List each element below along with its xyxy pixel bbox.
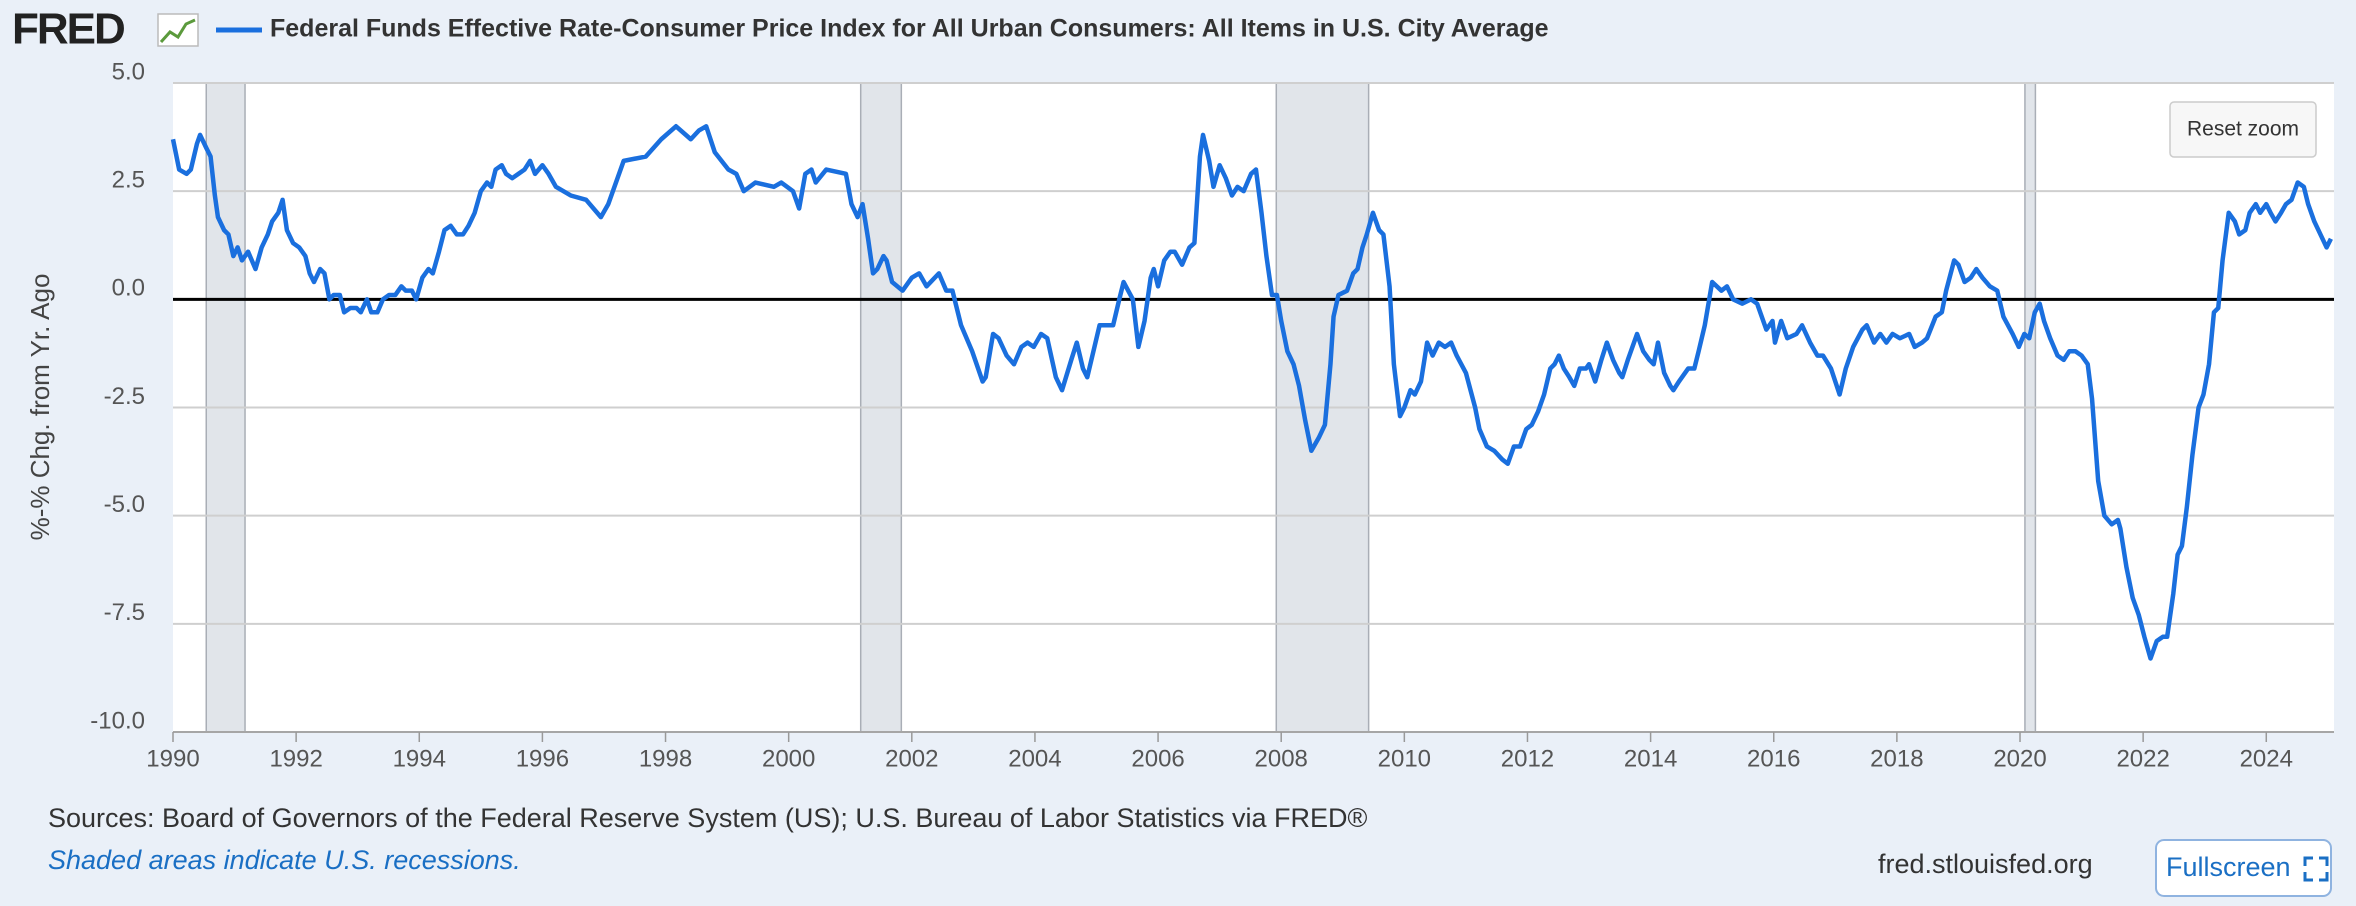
y-tick-label: 0.0 (112, 275, 145, 302)
x-tick-label: 2010 (1378, 745, 1431, 772)
x-tick-label: 2020 (1993, 745, 2046, 772)
x-tick-label: 2024 (2240, 745, 2293, 772)
y-tick-label: -7.5 (104, 599, 145, 626)
legend-label: Federal Funds Effective Rate-Consumer Pr… (270, 15, 1549, 43)
y-tick-label: 2.5 (112, 167, 145, 194)
logo-icon (157, 13, 199, 47)
logo: FRED (12, 5, 124, 54)
x-tick-label: 2004 (1008, 745, 1061, 772)
y-tick-label: -2.5 (104, 383, 145, 410)
fullscreen-button[interactable]: Fullscreen (2155, 839, 2332, 897)
fullscreen-label[interactable]: Fullscreen (2166, 852, 2291, 882)
x-tick-label: 2002 (885, 745, 938, 772)
x-tick-label: 1994 (393, 745, 446, 772)
x-tick-label: 1998 (639, 745, 692, 772)
x-tick-label: 2006 (1131, 745, 1184, 772)
x-tick-label: 2016 (1747, 745, 1800, 772)
reset-zoom-label[interactable]: Reset zoom (2187, 118, 2299, 141)
x-tick-label: 1990 (146, 745, 199, 772)
x-tick-label: 2000 (762, 745, 815, 772)
y-tick-label: -10.0 (90, 707, 145, 734)
x-tick-label: 2022 (2116, 745, 2169, 772)
series-line (170, 124, 2333, 661)
x-tick-label: 2018 (1870, 745, 1923, 772)
y-tick-label: 5.0 (112, 58, 145, 85)
y-tick-label: -5.0 (104, 491, 145, 518)
x-tick-label: 2014 (1624, 745, 1677, 772)
sources: Sources: Board of Governors of the Feder… (48, 803, 1368, 833)
reset-zoom-button[interactable]: Reset zoom (2169, 101, 2317, 158)
x-tick-label: 2008 (1255, 745, 1308, 772)
site: fred.stlouisfed.org (1878, 849, 2093, 879)
x-tick-label: 1996 (516, 745, 569, 772)
x-tick-label: 1992 (269, 745, 322, 772)
recession-note: Shaded areas indicate U.S. recessions. (48, 845, 521, 875)
y-axis-label: %-% Chg. from Yr. Ago (25, 274, 55, 541)
x-tick-label: 2012 (1501, 745, 1554, 772)
